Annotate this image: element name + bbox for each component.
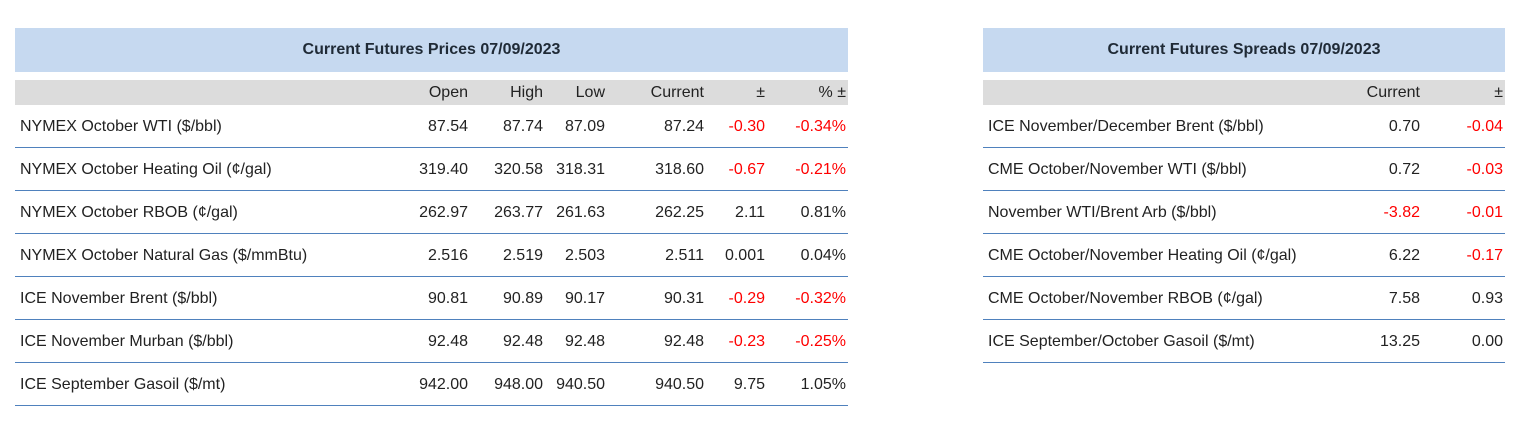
cell-value: 2.516 <box>427 247 468 264</box>
table-row: ICE November/December Brent ($/bbl) 0.70 -… <box>983 105 1505 148</box>
cell-value: 318.31 <box>556 161 605 178</box>
table-row: CME October/November WTI ($/bbl) 0.72 -0.0… <box>983 148 1505 191</box>
row-label: CME October/November RBOB (¢/gal) <box>988 290 1263 307</box>
cell-value: 87.24 <box>663 118 704 135</box>
cell-value: 2.519 <box>502 247 543 264</box>
cell-value: 942.00 <box>419 376 468 393</box>
table-row: NYMEX October RBOB (¢/gal) 262.97 263.77 26… <box>15 191 848 234</box>
row-label: ICE September/October Gasoil ($/mt) <box>988 333 1255 350</box>
table-row: ICE November Murban ($/bbl) 92.48 92.48 92.… <box>15 320 848 363</box>
row-label: NYMEX October RBOB (¢/gal) <box>20 204 238 221</box>
row-label: NYMEX October Heating Oil (¢/gal) <box>20 161 272 178</box>
cell-value: 1.05% <box>800 376 846 393</box>
cell-value: -0.29 <box>728 290 765 307</box>
cell-value: 0.001 <box>724 247 765 264</box>
cell-value: 13.25 <box>1379 333 1420 350</box>
cell-value: 318.60 <box>655 161 704 178</box>
cell-value: -0.23 <box>728 333 765 350</box>
row-label: CME October/November WTI ($/bbl) <box>988 161 1247 178</box>
row-label: ICE November Murban ($/bbl) <box>20 333 234 350</box>
cell-value: 90.17 <box>564 290 605 307</box>
table-row: ICE September/October Gasoil ($/mt) 13.25… <box>983 320 1505 363</box>
cell-value: 2.511 <box>665 247 704 264</box>
table-row: CME October/November RBOB (¢/gal) 7.58 0.9… <box>983 277 1505 320</box>
cell-value: 9.75 <box>733 376 765 393</box>
prices-table: Current Futures Prices 07/09/2023 Open Hig… <box>15 28 848 406</box>
header-spacer <box>15 80 400 105</box>
cell-value: 0.00 <box>1471 333 1503 350</box>
cell-value: 92.48 <box>427 333 468 350</box>
cell-value: 92.48 <box>502 333 543 350</box>
cell-value: 263.77 <box>494 204 543 221</box>
column-header: Current <box>650 84 704 101</box>
cell-value: -0.21% <box>795 161 846 178</box>
cell-value: -0.67 <box>728 161 765 178</box>
cell-value: -0.30 <box>728 118 765 135</box>
cell-value: 90.89 <box>502 290 543 307</box>
column-header: % ± <box>818 84 846 101</box>
cell-value: 319.40 <box>419 161 468 178</box>
cell-value: -0.17 <box>1466 247 1503 264</box>
cell-value: 92.48 <box>663 333 704 350</box>
row-label: ICE November Brent ($/bbl) <box>20 290 218 307</box>
cell-value: -0.34% <box>795 118 846 135</box>
column-header: Current <box>1366 84 1420 101</box>
cell-value: 2.503 <box>564 247 605 264</box>
spreads-table: Current Futures Spreads 07/09/2023 Curren… <box>983 28 1505 363</box>
cell-value: 7.58 <box>1388 290 1420 307</box>
column-header: ± <box>756 84 765 101</box>
column-header: High <box>510 84 543 101</box>
cell-value: -3.82 <box>1383 204 1420 221</box>
header-row: Current ± <box>983 80 1505 105</box>
row-label: NYMEX October WTI ($/bbl) <box>20 118 222 135</box>
cell-value: -0.25% <box>795 333 846 350</box>
cell-value: 948.00 <box>494 376 543 393</box>
cell-value: 262.97 <box>419 204 468 221</box>
cell-value: 92.48 <box>564 333 605 350</box>
cell-value: 940.50 <box>655 376 704 393</box>
column-header: ± <box>1494 84 1503 101</box>
table-row: ICE September Gasoil ($/mt) 942.00 948.00 9… <box>15 363 848 406</box>
header-spacer <box>983 80 1345 105</box>
table-row: NYMEX October Natural Gas ($/mmBtu) 2.516… <box>15 234 848 277</box>
cell-value: 87.54 <box>427 118 468 135</box>
header-row: Open High Low Current ± % ± <box>15 80 848 105</box>
cell-value: -0.04 <box>1466 118 1503 135</box>
table-row: November WTI/Brent Arb ($/bbl) -3.82 -0.01 <box>983 191 1505 234</box>
cell-value: 87.74 <box>502 118 543 135</box>
cell-value: 87.09 <box>564 118 605 135</box>
cell-value: -0.01 <box>1466 204 1503 221</box>
table-row: ICE November Brent ($/bbl) 90.81 90.89 90.1… <box>15 277 848 320</box>
cell-value: 940.50 <box>556 376 605 393</box>
cell-value: -0.03 <box>1466 161 1503 178</box>
row-label: NYMEX October Natural Gas ($/mmBtu) <box>20 247 308 264</box>
table-title: Current Futures Spreads 07/09/2023 <box>983 28 1505 72</box>
table-title: Current Futures Prices 07/09/2023 <box>15 28 848 72</box>
cell-value: 0.93 <box>1471 290 1503 307</box>
cell-value: 90.81 <box>427 290 468 307</box>
row-label: ICE November/December Brent ($/bbl) <box>988 118 1264 135</box>
cell-value: 90.31 <box>663 290 704 307</box>
cell-value: 0.72 <box>1388 161 1420 178</box>
row-label: ICE September Gasoil ($/mt) <box>20 376 226 393</box>
cell-value: 2.11 <box>735 204 765 221</box>
cell-value: 261.63 <box>556 204 605 221</box>
cell-value: 6.22 <box>1388 247 1420 264</box>
table-row: CME October/November Heating Oil (¢/gal)… <box>983 234 1505 277</box>
cell-value: 262.25 <box>655 204 704 221</box>
cell-value: 0.70 <box>1388 118 1420 135</box>
table-row: NYMEX October Heating Oil (¢/gal) 319.40 3… <box>15 148 848 191</box>
column-header: Low <box>575 84 605 101</box>
column-header: Open <box>428 84 468 101</box>
row-label: November WTI/Brent Arb ($/bbl) <box>988 204 1217 221</box>
cell-value: 0.81% <box>800 204 846 221</box>
cell-value: 0.04% <box>800 247 846 264</box>
cell-value: 320.58 <box>494 161 543 178</box>
cell-value: -0.32% <box>795 290 846 307</box>
row-label: CME October/November Heating Oil (¢/gal) <box>988 247 1297 264</box>
table-row: NYMEX October WTI ($/bbl) 87.54 87.74 87.09… <box>15 105 848 148</box>
